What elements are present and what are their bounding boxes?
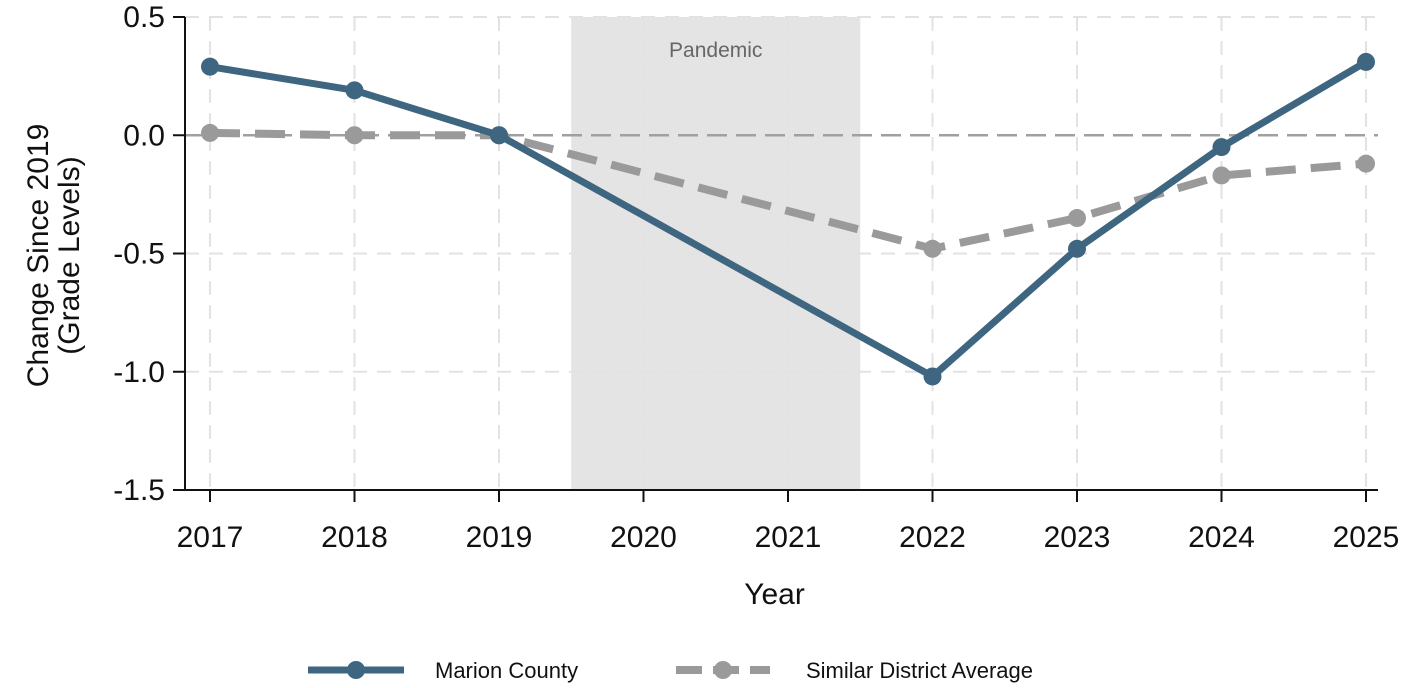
similar-district-average-point: [923, 239, 942, 258]
similar-district-average-point: [201, 123, 219, 142]
y-tick-label: -0.5: [113, 238, 165, 271]
marion-county-point: [1212, 138, 1231, 157]
marion-county-point: [201, 57, 219, 76]
marion-county-point: [490, 126, 508, 145]
y-axis-title-line: (Grade Levels): [53, 156, 86, 354]
pandemic-annotation: Pandemic: [669, 39, 762, 62]
y-axis-title: Change Since 2019(Grade Levels): [22, 124, 86, 388]
x-tick-label: 2019: [466, 521, 533, 554]
x-tick-label: 2020: [610, 521, 677, 554]
x-tick-label: 2022: [899, 521, 966, 554]
x-tick-label: 2017: [177, 521, 244, 554]
y-tick-label: 0.5: [123, 1, 165, 34]
x-axis-title: Year: [744, 578, 805, 611]
similar-district-average-point: [1212, 166, 1231, 185]
x-tick-label: 2023: [1044, 521, 1111, 554]
x-tick-label: 2025: [1333, 521, 1400, 554]
legend-label: Marion County: [435, 658, 578, 683]
similar-district-average-point: [1357, 154, 1375, 173]
x-tick-label: 2018: [321, 521, 388, 554]
legend-label: Similar District Average: [806, 658, 1033, 683]
marion-county-point: [923, 367, 942, 386]
y-tick-label: -1.0: [113, 356, 165, 389]
legend-swatch-marker: [347, 661, 365, 679]
x-tick-label: 2021: [755, 521, 822, 554]
y-tick-label: 0.0: [123, 119, 165, 152]
y-axis-title-line: Change Since 2019: [22, 124, 55, 388]
y-tick-label: -1.5: [113, 474, 165, 507]
x-tick-label: 2024: [1188, 521, 1255, 554]
similar-district-average-point: [1068, 209, 1086, 228]
similar-district-average-point: [345, 126, 364, 145]
legend-item-similar-district-average: Similar District Average: [676, 658, 1033, 683]
legend-swatch-marker: [714, 661, 732, 679]
legend-item-marion-county: Marion County: [308, 658, 578, 683]
marion-county-point: [1357, 52, 1375, 71]
marion-county-point: [1068, 239, 1086, 258]
marion-county-point: [345, 81, 364, 100]
